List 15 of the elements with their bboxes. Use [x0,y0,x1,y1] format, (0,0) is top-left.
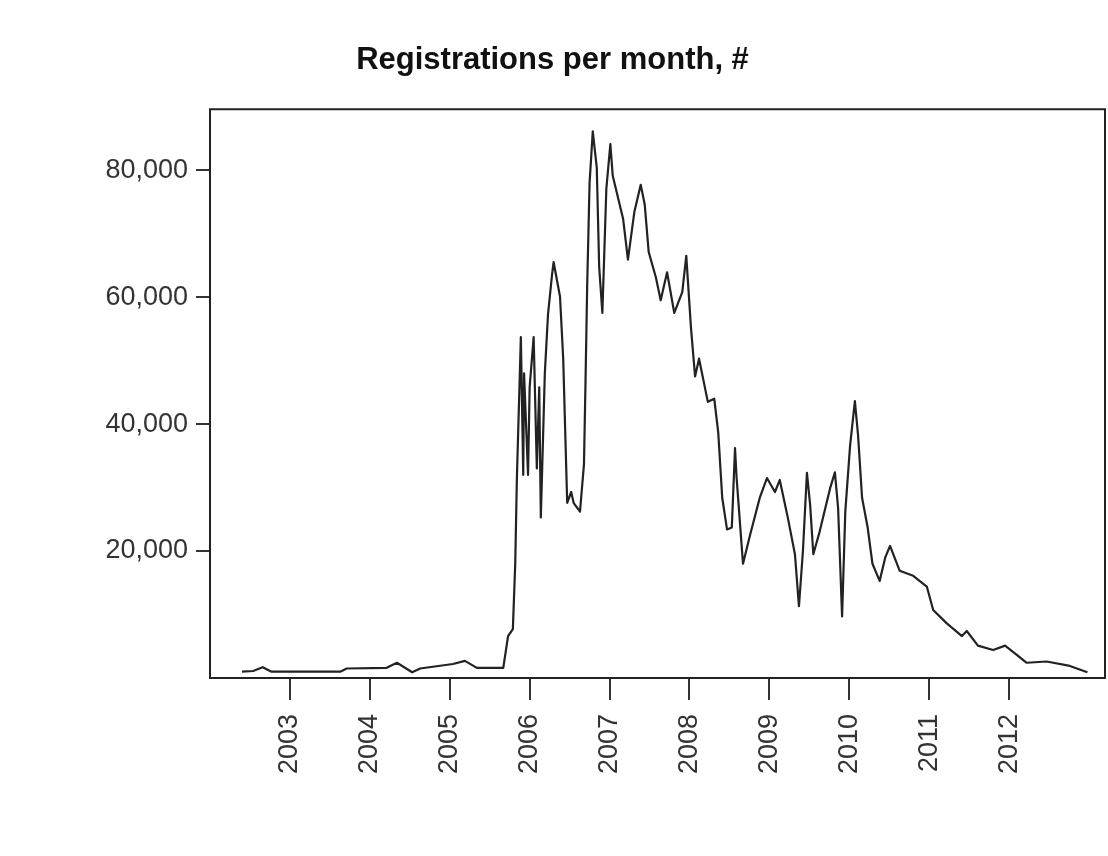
y-tick-label: 80,000 [105,153,188,184]
x-tick-label: 2007 [593,714,624,775]
x-tick-label: 2012 [992,714,1023,775]
x-tick-label: 2011 [912,714,943,773]
x-tick-label: 2006 [513,714,544,775]
x-tick-label: 2010 [832,714,863,775]
x-tick-label: 2004 [353,714,384,775]
y-tick-label: 60,000 [105,280,188,311]
y-tick-label: 40,000 [105,407,188,438]
chart-title: Registrations per month, # [356,41,749,77]
x-tick-label: 2005 [433,714,464,775]
y-tick-label: 20,000 [105,534,188,565]
x-tick-label: 2003 [273,714,304,775]
x-tick-label: 2009 [752,714,783,775]
x-tick-label: 2008 [672,714,703,775]
